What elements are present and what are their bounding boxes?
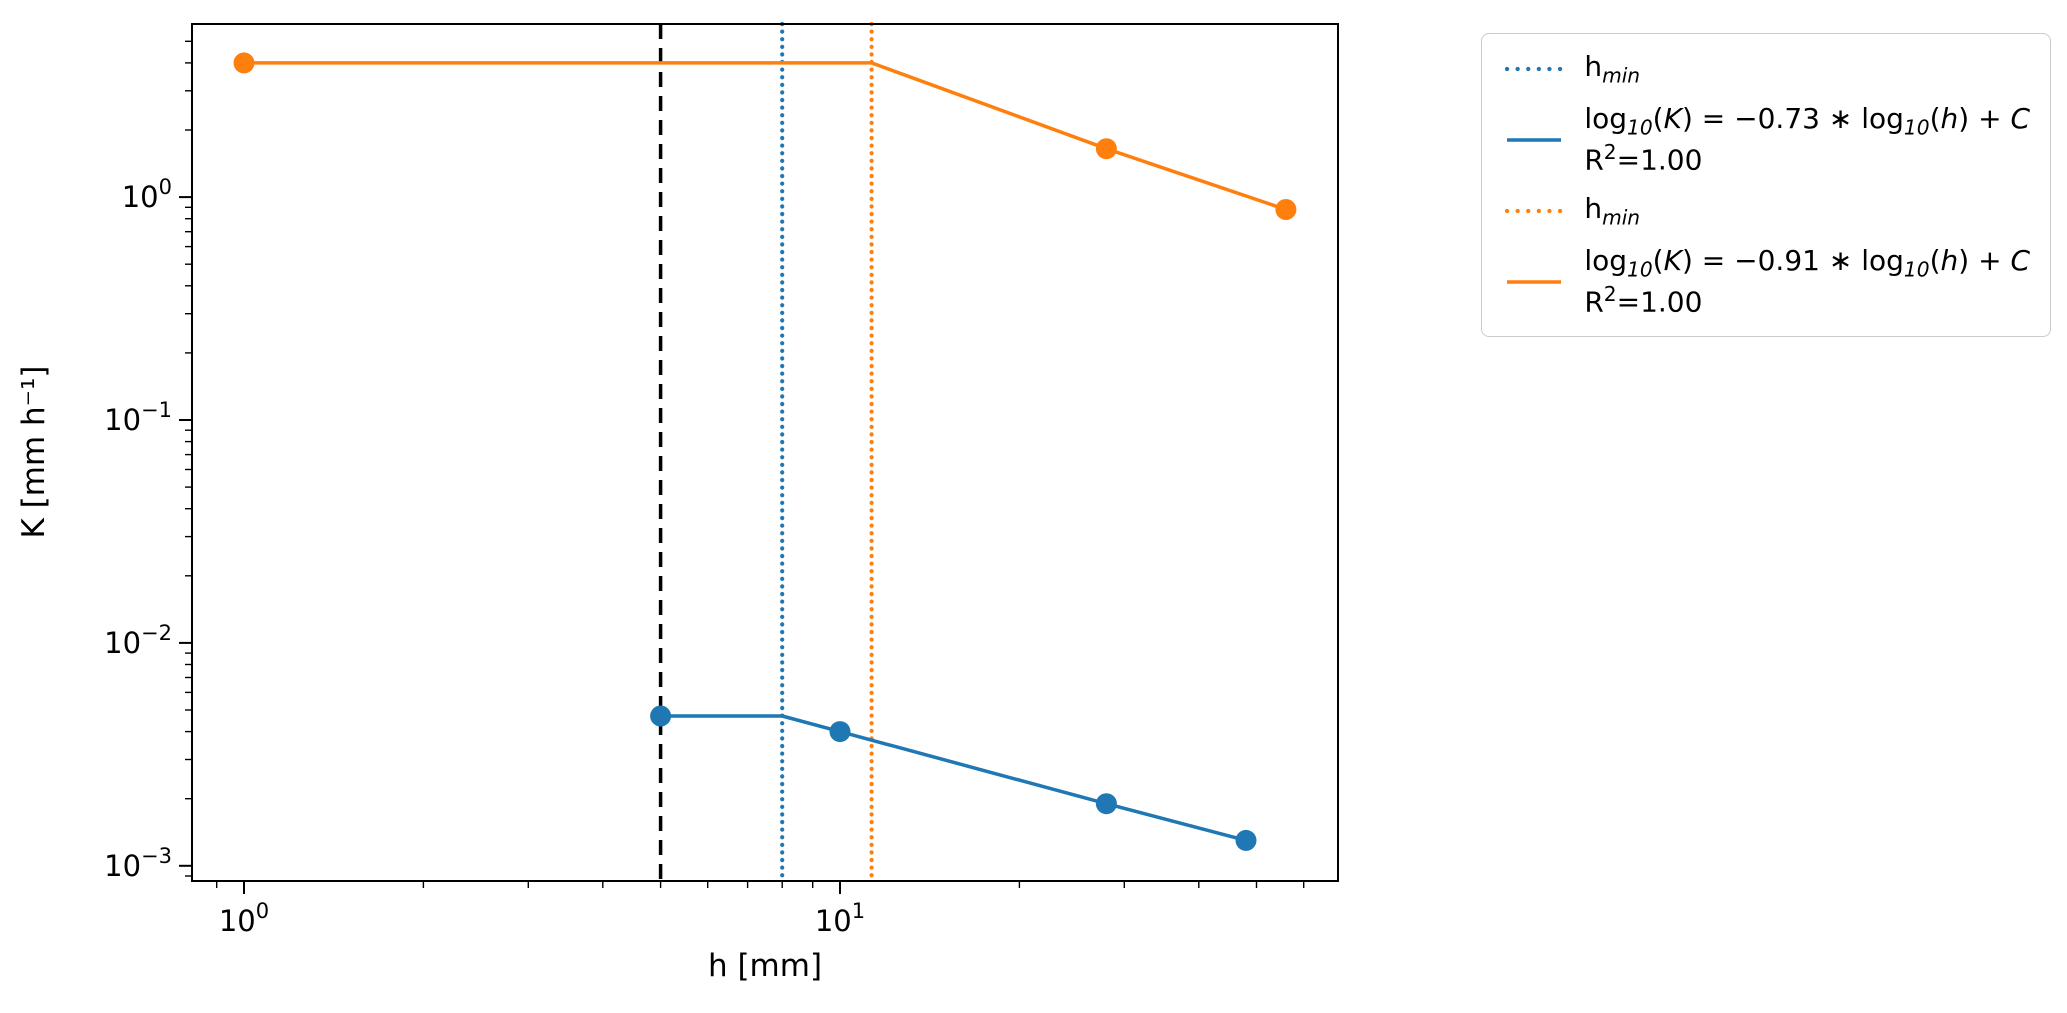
legend-entry: log10(K) = −0.73 ∗ log10(h) + C R2=1.00	[1502, 102, 2030, 178]
series-blue-marker	[829, 721, 851, 743]
y-tick-label: 100	[122, 175, 172, 214]
legend-label: hmin	[1584, 191, 1641, 230]
series-blue-line	[660, 714, 1247, 843]
series-orange-line	[244, 61, 1287, 212]
legend-label: log10(K) = −0.73 ∗ log10(h) + C	[1584, 102, 2030, 140]
legend-label-block: log10(K) = −0.91 ∗ log10(h) + C R2=1.00	[1584, 244, 2030, 320]
legend-entry: log10(K) = −0.91 ∗ log10(h) + C R2=1.00	[1502, 244, 2030, 320]
x-tick-label: 100	[219, 899, 269, 938]
series-orange-marker	[1275, 199, 1297, 220]
legend-solid-line-sample	[1507, 138, 1562, 142]
legend-entry: hmin	[1502, 50, 2030, 88]
series-orange-marker	[1095, 138, 1117, 160]
legend-label-block: log10(K) = −0.73 ∗ log10(h) + C R2=1.00	[1584, 102, 2030, 178]
legend-dotted-line-sample	[1505, 208, 1564, 214]
x-tick-label: 101	[815, 899, 865, 938]
y-tick-label: 10−3	[104, 844, 172, 883]
series-blue-marker	[650, 705, 672, 727]
legend-label: log10(K) = −0.91 ∗ log10(h) + C	[1584, 244, 2030, 282]
series-blue-marker	[1235, 829, 1257, 851]
x-axis-label: h [mm]	[707, 948, 823, 984]
y-tick-label: 10−2	[104, 621, 172, 660]
legend-label: R2=1.00	[1584, 282, 1703, 319]
legend-label: hmin	[1584, 50, 1641, 88]
series-blue-marker	[1095, 793, 1117, 815]
legend-dotted-line-sample	[1505, 66, 1564, 72]
legend-label: R2=1.00	[1584, 140, 1703, 177]
legend-entry: hmin	[1502, 192, 2030, 230]
y-tick-label: 10−1	[104, 398, 172, 437]
y-axis-label: K [mm h⁻¹]	[16, 365, 52, 539]
legend-label-block: hmin	[1584, 192, 1640, 230]
legend-solid-line-sample	[1507, 280, 1562, 284]
series-orange-marker	[233, 52, 255, 74]
plot-border	[191, 23, 1339, 882]
legend-label-block: hmin	[1584, 50, 1640, 88]
legend-box: hmin log10(K) = −0.73 ∗ log10(h) + C R2=1.…	[1481, 33, 2051, 337]
